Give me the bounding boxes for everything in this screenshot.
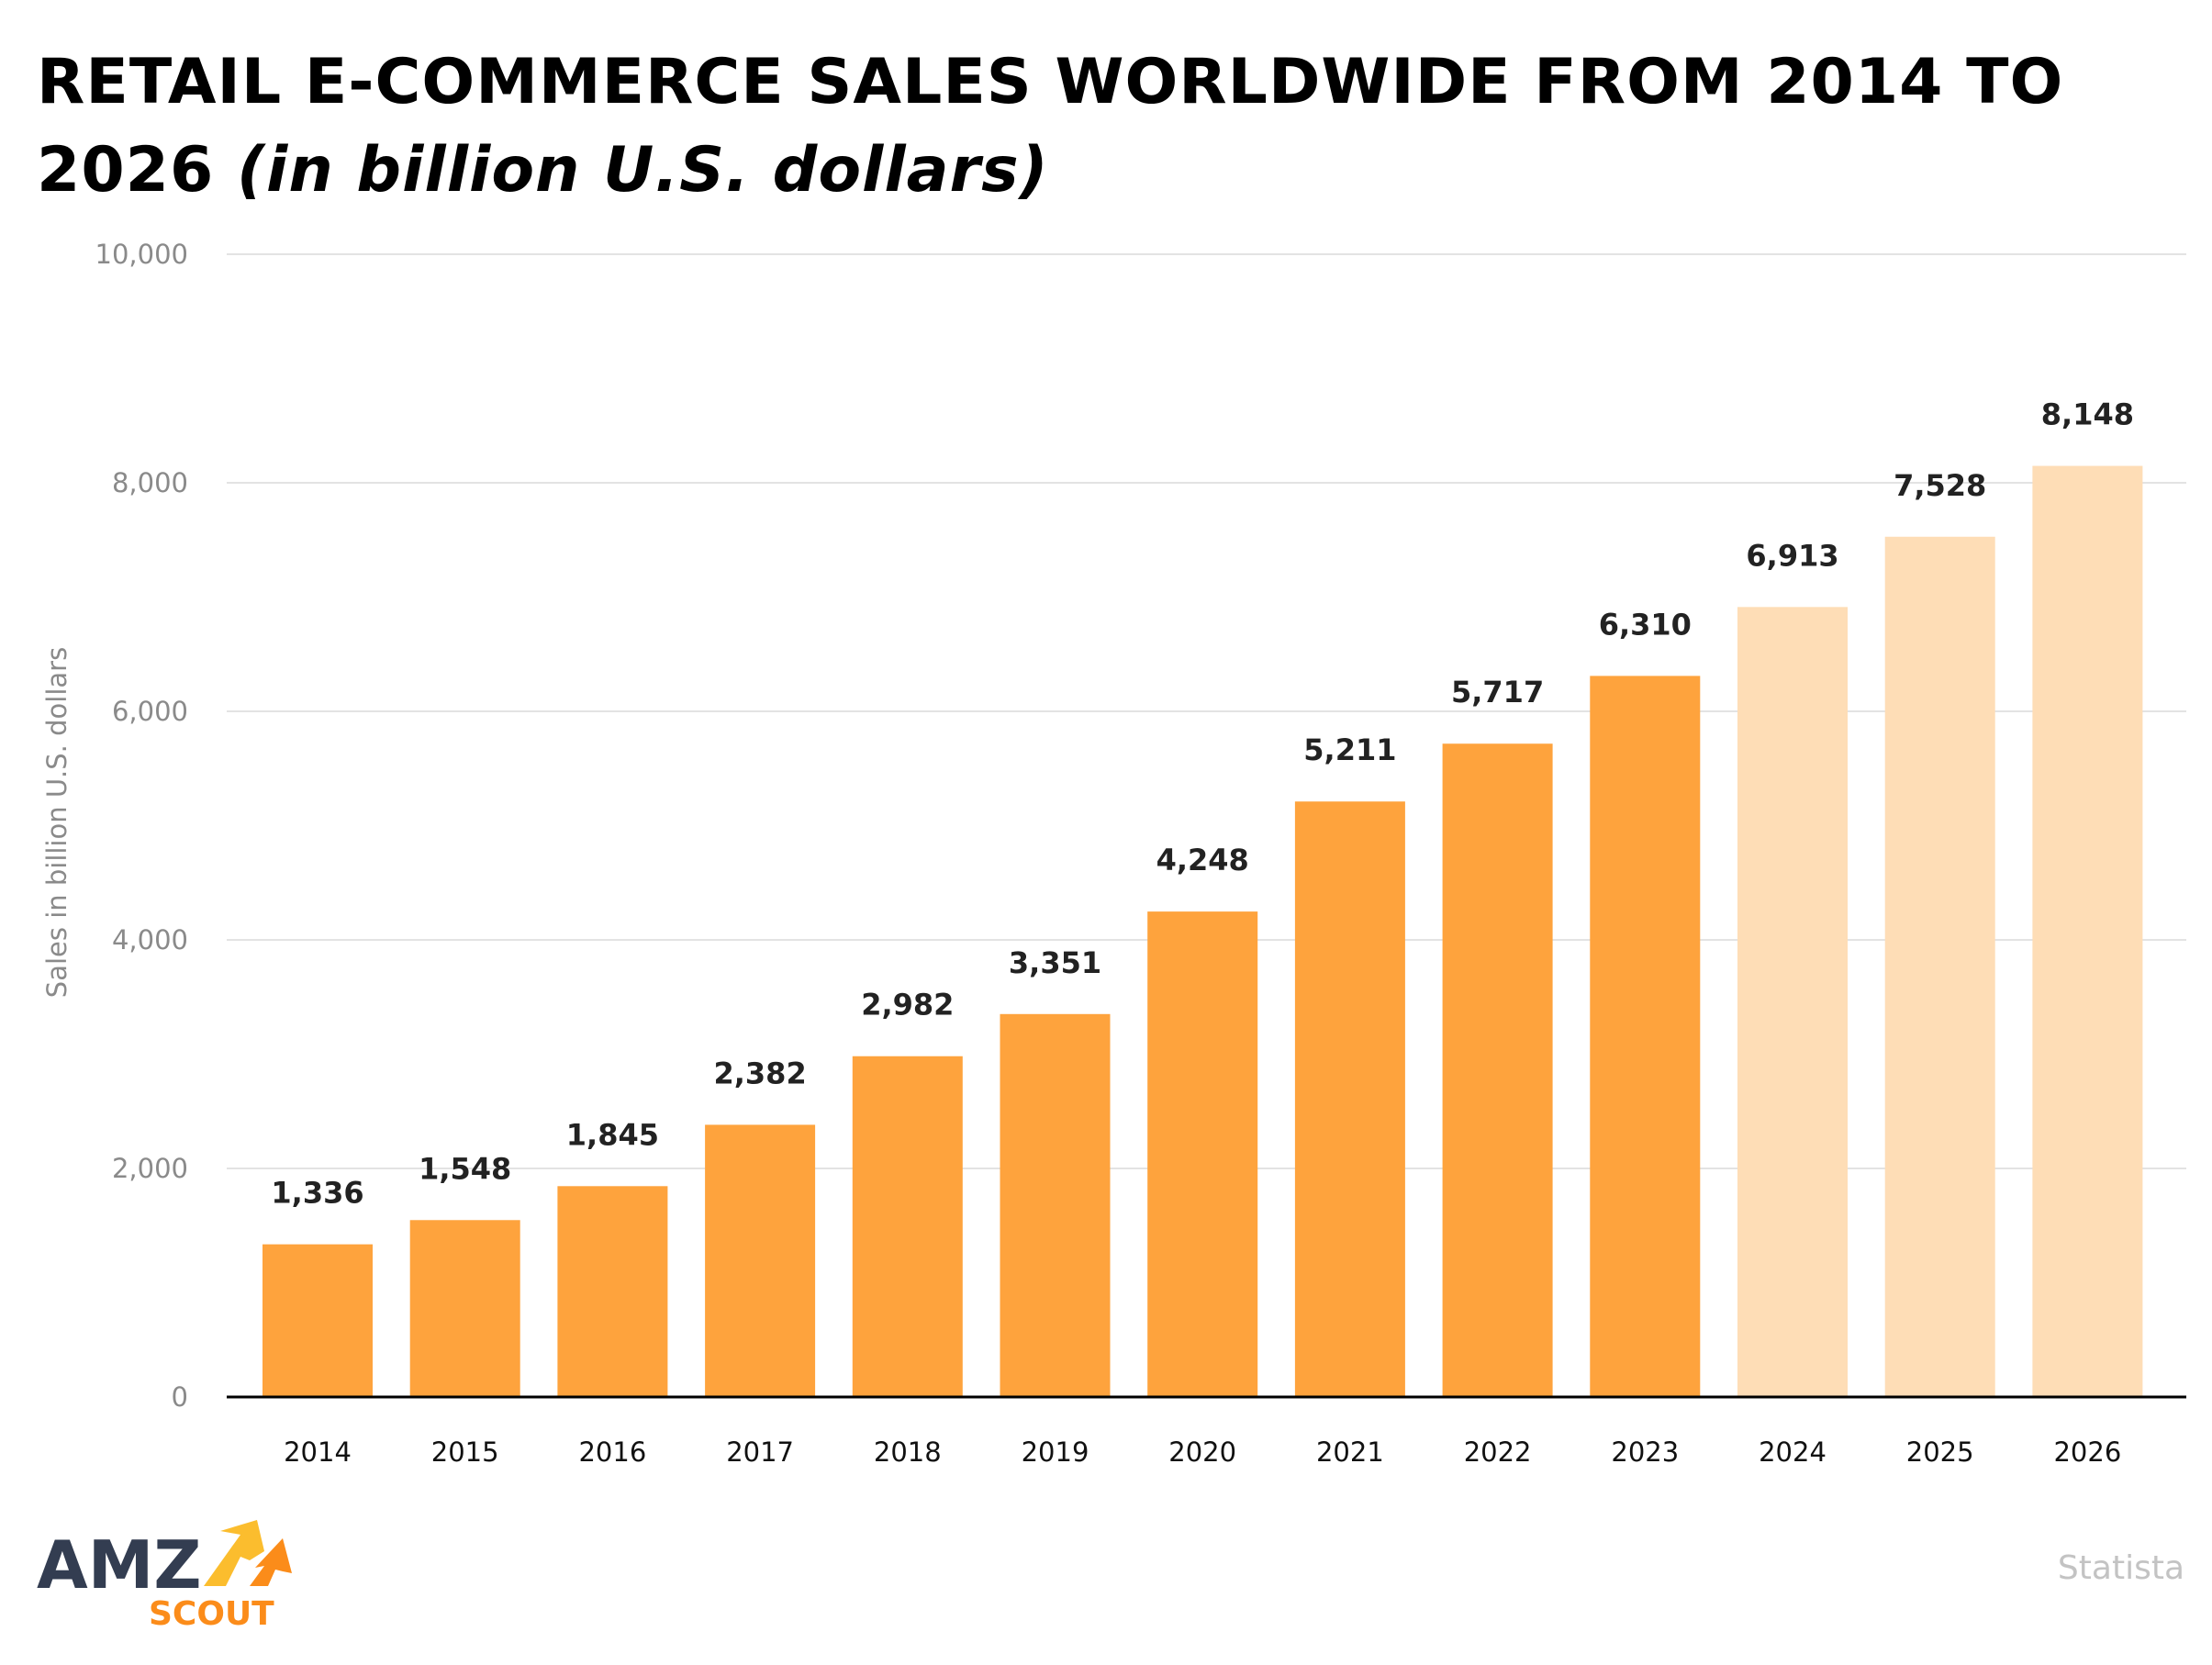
bar-2023 — [1590, 676, 1701, 1397]
data-label: 6,913 — [1746, 538, 1838, 573]
data-label: 1,336 — [271, 1176, 363, 1211]
bar-2022 — [1442, 743, 1553, 1397]
bar-2024 — [1737, 607, 1848, 1397]
bar-2025 — [1884, 536, 1995, 1397]
data-label: 1,845 — [566, 1117, 659, 1152]
x-tick-label: 2023 — [1611, 1436, 1679, 1468]
data-label: 5,717 — [1451, 675, 1544, 710]
bar-2020 — [1147, 911, 1258, 1397]
data-label: 3,351 — [1009, 945, 1101, 980]
y-tick-label: 4,000 — [112, 924, 188, 955]
title-main: RETAIL E-COMMERCE SALES WORLDWIDE FROM 2… — [37, 46, 2064, 207]
chart-title: RETAIL E-COMMERCE SALES WORLDWIDE FROM 2… — [37, 39, 2184, 215]
x-tick-label: 2026 — [2053, 1436, 2121, 1468]
x-tick-label: 2021 — [1316, 1436, 1384, 1468]
bar-2026 — [2032, 465, 2143, 1398]
bar-2014 — [263, 1244, 373, 1397]
bar-2015 — [409, 1220, 520, 1397]
title-subtitle: (in billion U.S. dollars) — [236, 134, 1049, 207]
x-tick-label: 2022 — [1464, 1436, 1532, 1468]
data-label: 5,211 — [1303, 732, 1396, 767]
bar-2021 — [1294, 801, 1405, 1397]
svg-text:SCOUT: SCOUT — [149, 1595, 274, 1629]
x-tick-label: 2014 — [284, 1436, 352, 1468]
bar-2019 — [1000, 1013, 1111, 1397]
data-label: 2,382 — [713, 1056, 806, 1090]
bar-2016 — [557, 1186, 668, 1397]
x-tick-label: 2025 — [1906, 1436, 1974, 1468]
data-label: 6,310 — [1599, 607, 1692, 642]
x-tick-label: 2020 — [1168, 1436, 1236, 1468]
x-tick-label: 2019 — [1022, 1436, 1089, 1468]
data-label: 4,248 — [1156, 843, 1249, 877]
data-label: 2,982 — [861, 988, 954, 1022]
data-label: 7,528 — [1894, 468, 1986, 503]
y-tick-label: 2,000 — [112, 1153, 188, 1184]
data-label: 1,548 — [419, 1151, 511, 1186]
bar-2018 — [852, 1056, 963, 1397]
y-tick-label: 10,000 — [95, 239, 188, 270]
amzscout-logo: AMZ SCOUT — [37, 1514, 312, 1633]
source-label: Statista — [2057, 1549, 2184, 1587]
x-tick-label: 2017 — [726, 1436, 794, 1468]
x-tick-label: 2015 — [431, 1436, 499, 1468]
y-axis-label: Sales in billion U.S. dollars — [41, 646, 73, 999]
x-tick-label: 2024 — [1759, 1436, 1827, 1468]
x-tick-label: 2016 — [578, 1436, 646, 1468]
y-tick-label: 6,000 — [112, 696, 188, 727]
bar-2017 — [705, 1124, 816, 1397]
y-tick-label: 8,000 — [112, 467, 188, 498]
y-tick-label: 0 — [172, 1381, 188, 1413]
x-tick-label: 2018 — [874, 1436, 942, 1468]
svg-text:AMZ: AMZ — [37, 1526, 202, 1604]
data-label: 8,148 — [2041, 397, 2134, 432]
